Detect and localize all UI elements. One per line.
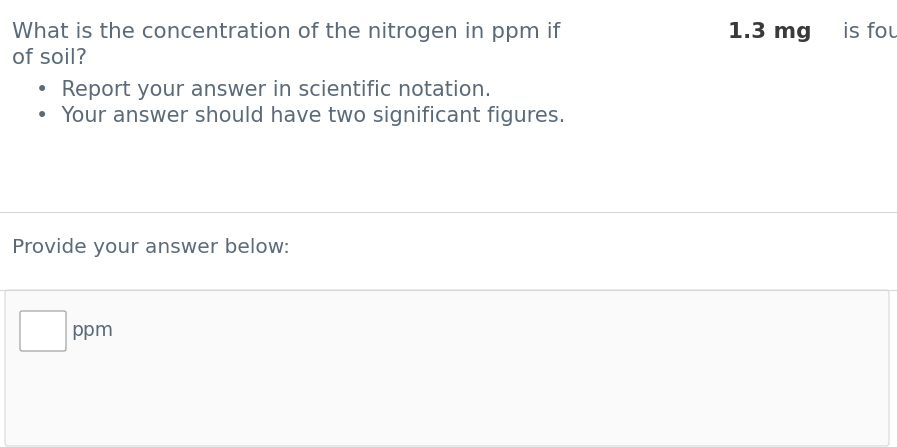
FancyBboxPatch shape <box>5 290 889 446</box>
FancyBboxPatch shape <box>20 311 66 351</box>
Text: •  Report your answer in scientific notation.: • Report your answer in scientific notat… <box>36 80 492 100</box>
Text: of soil?: of soil? <box>12 48 87 68</box>
Text: What is the concentration of the nitrogen in ppm if: What is the concentration of the nitroge… <box>12 22 567 42</box>
Text: ppm: ppm <box>71 321 113 341</box>
Text: is found in: is found in <box>836 22 897 42</box>
Text: 1.3 mg: 1.3 mg <box>728 22 812 42</box>
Text: Provide your answer below:: Provide your answer below: <box>12 238 290 257</box>
Text: •  Your answer should have two significant figures.: • Your answer should have two significan… <box>36 106 565 126</box>
